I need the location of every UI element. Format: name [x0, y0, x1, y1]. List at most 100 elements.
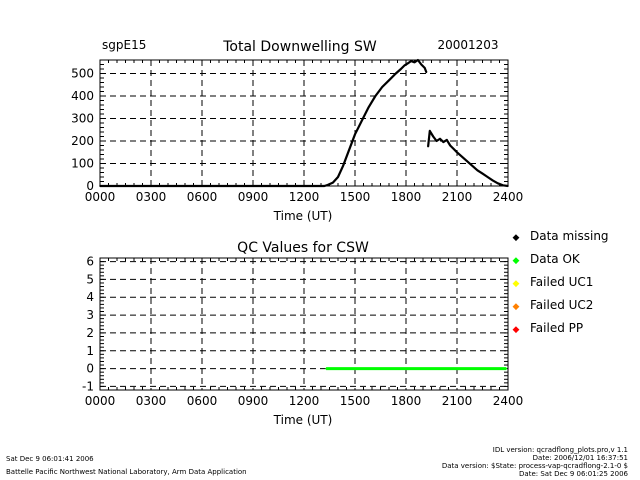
top-data-point — [332, 181, 334, 184]
top-data-point — [361, 119, 363, 122]
bottom-x-tick-0000: 0000 — [85, 394, 116, 408]
top-data-point — [466, 160, 469, 163]
top-data-point — [403, 64, 406, 67]
legend: ◆ Data missing ◆ Data OK ◆ Failed UC1 ◆ Failed … — [513, 229, 609, 335]
top-y-tick-100: 100 — [71, 157, 94, 171]
legend-label-4: Failed PP — [530, 321, 583, 335]
top-x-tick-1800: 1800 — [391, 190, 422, 204]
bottom-y-tick-2: 2 — [86, 326, 94, 340]
top-x-tick-0300: 0300 — [136, 190, 167, 204]
top-data-point — [461, 155, 463, 158]
site-label: sgpE15 — [102, 38, 146, 52]
top-data-point — [413, 61, 416, 64]
legend-label-0: Data missing — [530, 229, 609, 243]
top-y-tick-200: 200 — [71, 134, 94, 148]
top-data-point — [427, 145, 429, 148]
bottom-x-tick-1200: 1200 — [289, 394, 320, 408]
bottom-x-tick-0900: 0900 — [238, 394, 269, 408]
legend-label-2: Failed UC1 — [530, 275, 593, 289]
bottom-x-tick-1800: 1800 — [391, 394, 422, 408]
bottom-y-tick-labels: -1 0 1 2 3 4 5 6 — [82, 255, 94, 394]
legend-marker-3: ◆ — [513, 302, 520, 312]
top-x-tick-labels: 0000 0300 0600 0900 1200 1500 1800 2100 2400 — [85, 190, 524, 204]
chart-title-top: Total Downwelling SW — [222, 39, 377, 55]
bottom-x-tick-2100: 2100 — [442, 394, 473, 408]
bottom-y-tick--1: -1 — [82, 379, 94, 393]
legend-label-1: Data OK — [530, 252, 581, 266]
top-y-tick-400: 400 — [71, 89, 94, 103]
top-data-point — [429, 130, 431, 132]
top-x-tick-2100: 2100 — [442, 190, 473, 204]
legend-label-3: Failed UC2 — [530, 298, 593, 312]
top-x-tick-0600: 0600 — [187, 190, 218, 204]
footer-data-version: Data version: $State: process-vap-qcradf… — [441, 462, 628, 470]
bottom-y-tick-3: 3 — [86, 308, 94, 322]
top-data-point — [507, 185, 509, 187]
footer-idl-version: IDL version: qcradflong_plots.pro,v 1.1 — [492, 446, 628, 454]
top-x-tick-0000: 0000 — [85, 190, 116, 204]
top-data-point — [400, 68, 402, 70]
top-data-point — [354, 133, 356, 136]
top-data-point — [323, 185, 326, 187]
top-x-tick-2400: 2400 — [493, 190, 524, 204]
bottom-y-tick-1: 1 — [86, 344, 94, 358]
top-y-tick-500: 500 — [71, 67, 94, 81]
top-data-point — [449, 144, 452, 147]
legend-marker-0: ◆ — [513, 233, 520, 243]
date-label: 20001203 — [437, 38, 498, 52]
top-x-tick-1200: 1200 — [289, 190, 320, 204]
bottom-x-tick-0600: 0600 — [187, 394, 218, 408]
bottom-gridlines — [100, 258, 508, 391]
chart-title-bottom: QC Values for CSW — [237, 240, 369, 256]
top-data-point — [367, 106, 370, 109]
top-gridlines — [100, 59, 508, 187]
bottom-y-tick-0: 0 — [86, 362, 94, 376]
top-data-point — [337, 176, 339, 178]
bottom-x-tick-1500: 1500 — [340, 394, 371, 408]
top-data-point — [420, 63, 423, 66]
bottom-y-tick-4: 4 — [86, 290, 94, 304]
top-data-point — [327, 184, 329, 186]
top-data-point — [446, 139, 448, 141]
top-y-tick-labels: 0 100 200 300 400 500 — [71, 67, 94, 194]
legend-marker-4: ◆ — [513, 325, 520, 335]
top-data-point — [439, 137, 441, 140]
top-data-point — [435, 140, 438, 142]
bottom-x-tick-2400: 2400 — [493, 394, 524, 408]
top-data-point — [425, 71, 428, 74]
top-data-point — [395, 72, 397, 75]
top-data-point — [452, 148, 455, 150]
top-data-point — [497, 182, 499, 185]
footer-data-date: Date: Sat Dec 9 06:01:25 2006 — [519, 470, 628, 478]
bottom-data-point — [325, 367, 327, 370]
top-y-tick-0: 0 — [86, 179, 94, 193]
top-data-point — [406, 62, 409, 65]
bottom-x-tick-0300: 0300 — [136, 394, 167, 408]
top-data-point — [442, 141, 445, 143]
bottom-data-point — [505, 367, 508, 370]
top-data-point — [456, 151, 458, 154]
top-data-point — [423, 67, 426, 69]
top-data-point — [381, 86, 384, 88]
top-data-point — [388, 79, 390, 82]
top-x-axis-label: Time (UT) — [273, 209, 333, 223]
footer-idl-date: Date: 2006/12/01 16:37:51 — [532, 454, 628, 462]
bottom-y-tick-5: 5 — [86, 272, 94, 286]
top-data-point — [374, 95, 377, 97]
legend-marker-1: ◆ — [513, 256, 520, 266]
bottom-y-tick-6: 6 — [86, 255, 94, 269]
top-data-point — [481, 172, 484, 175]
top-data-point — [471, 164, 474, 167]
bottom-x-tick-labels: 0000 0300 0600 0900 1200 1500 1800 2100 2400 — [85, 394, 524, 408]
top-data-point — [410, 60, 412, 62]
footer-timestamp: Sat Dec 9 06:01:41 2006 — [6, 455, 94, 463]
legend-marker-2: ◆ — [513, 279, 520, 289]
top-data-point — [486, 176, 489, 178]
top-data-point — [491, 179, 494, 182]
top-x-tick-1500: 1500 — [340, 190, 371, 204]
top-data-point — [99, 185, 101, 187]
bottom-x-axis-label: Time (UT) — [273, 413, 333, 427]
footer-lab: Battelle Pacific Northwest National Labo… — [6, 468, 247, 476]
top-y-tick-300: 300 — [71, 112, 94, 126]
